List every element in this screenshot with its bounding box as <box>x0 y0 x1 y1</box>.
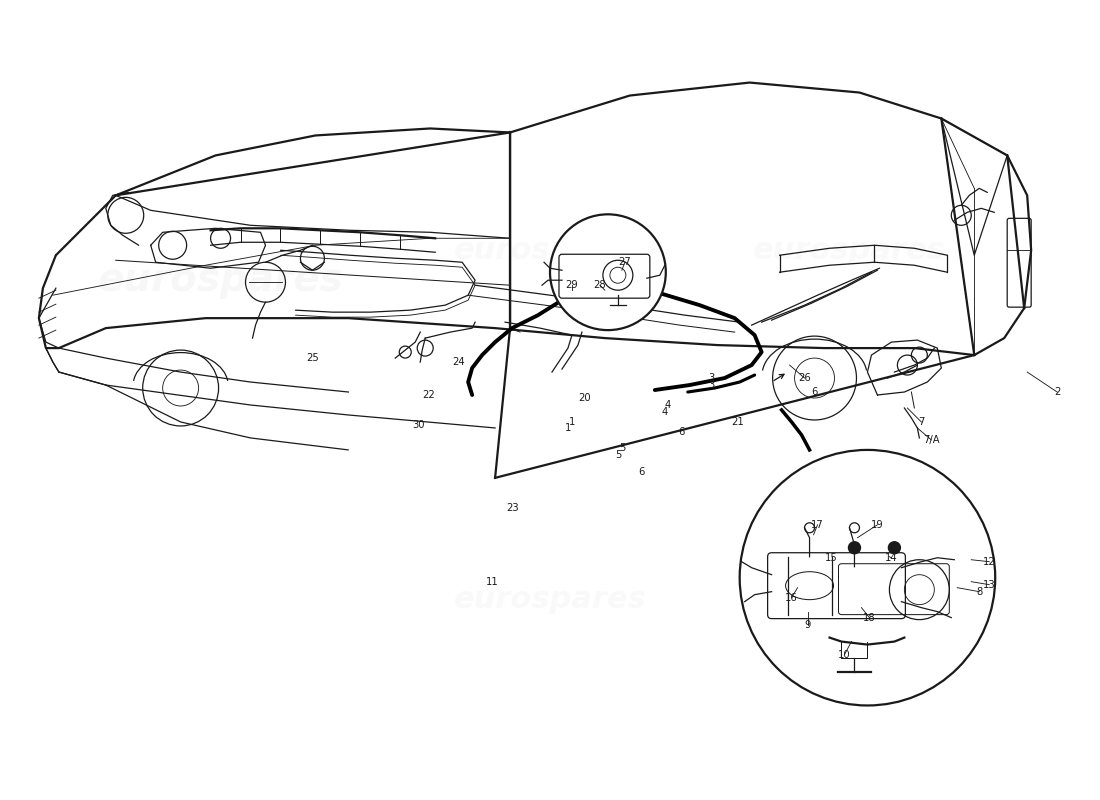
Text: 22: 22 <box>421 390 434 400</box>
Text: 17: 17 <box>811 520 824 530</box>
Text: 26: 26 <box>799 373 811 383</box>
Text: 1: 1 <box>569 417 575 427</box>
Text: 23: 23 <box>506 503 518 513</box>
Text: 4: 4 <box>664 400 671 410</box>
Text: eurospares: eurospares <box>98 262 343 299</box>
Text: 6: 6 <box>639 467 645 477</box>
Text: 9: 9 <box>804 620 811 630</box>
Text: 7/A: 7/A <box>923 435 939 445</box>
Text: 19: 19 <box>871 520 883 530</box>
Text: 24: 24 <box>452 357 464 367</box>
Circle shape <box>550 214 666 330</box>
Text: 5: 5 <box>615 450 622 460</box>
Text: eurospares: eurospares <box>453 585 647 614</box>
Text: 30: 30 <box>412 420 425 430</box>
Text: 1: 1 <box>564 423 571 433</box>
Text: 20: 20 <box>579 393 592 403</box>
Text: 16: 16 <box>785 593 798 602</box>
Text: 3: 3 <box>708 380 715 390</box>
Text: 18: 18 <box>864 613 876 622</box>
Text: 10: 10 <box>838 650 850 659</box>
Text: 14: 14 <box>886 553 898 562</box>
Text: 25: 25 <box>306 353 319 363</box>
Text: 5: 5 <box>618 443 625 453</box>
Text: eurospares: eurospares <box>754 585 946 614</box>
Text: 29: 29 <box>565 280 579 290</box>
Text: 2: 2 <box>1054 387 1060 397</box>
Text: 3: 3 <box>708 373 715 383</box>
Text: 15: 15 <box>825 553 838 562</box>
Text: 6: 6 <box>679 427 685 437</box>
Text: 28: 28 <box>594 280 606 290</box>
Circle shape <box>739 450 996 706</box>
Text: 4: 4 <box>662 407 668 417</box>
Text: 27: 27 <box>618 258 631 267</box>
Text: 21: 21 <box>732 417 744 427</box>
Text: 7: 7 <box>918 417 924 427</box>
Text: eurospares: eurospares <box>754 236 946 265</box>
Text: eurospares: eurospares <box>453 236 647 265</box>
Text: 11: 11 <box>486 577 498 586</box>
Text: 8: 8 <box>976 586 982 597</box>
Text: 6: 6 <box>812 387 817 397</box>
Circle shape <box>848 542 860 554</box>
Text: 13: 13 <box>983 580 996 590</box>
Text: 12: 12 <box>983 557 996 566</box>
Circle shape <box>889 542 901 554</box>
